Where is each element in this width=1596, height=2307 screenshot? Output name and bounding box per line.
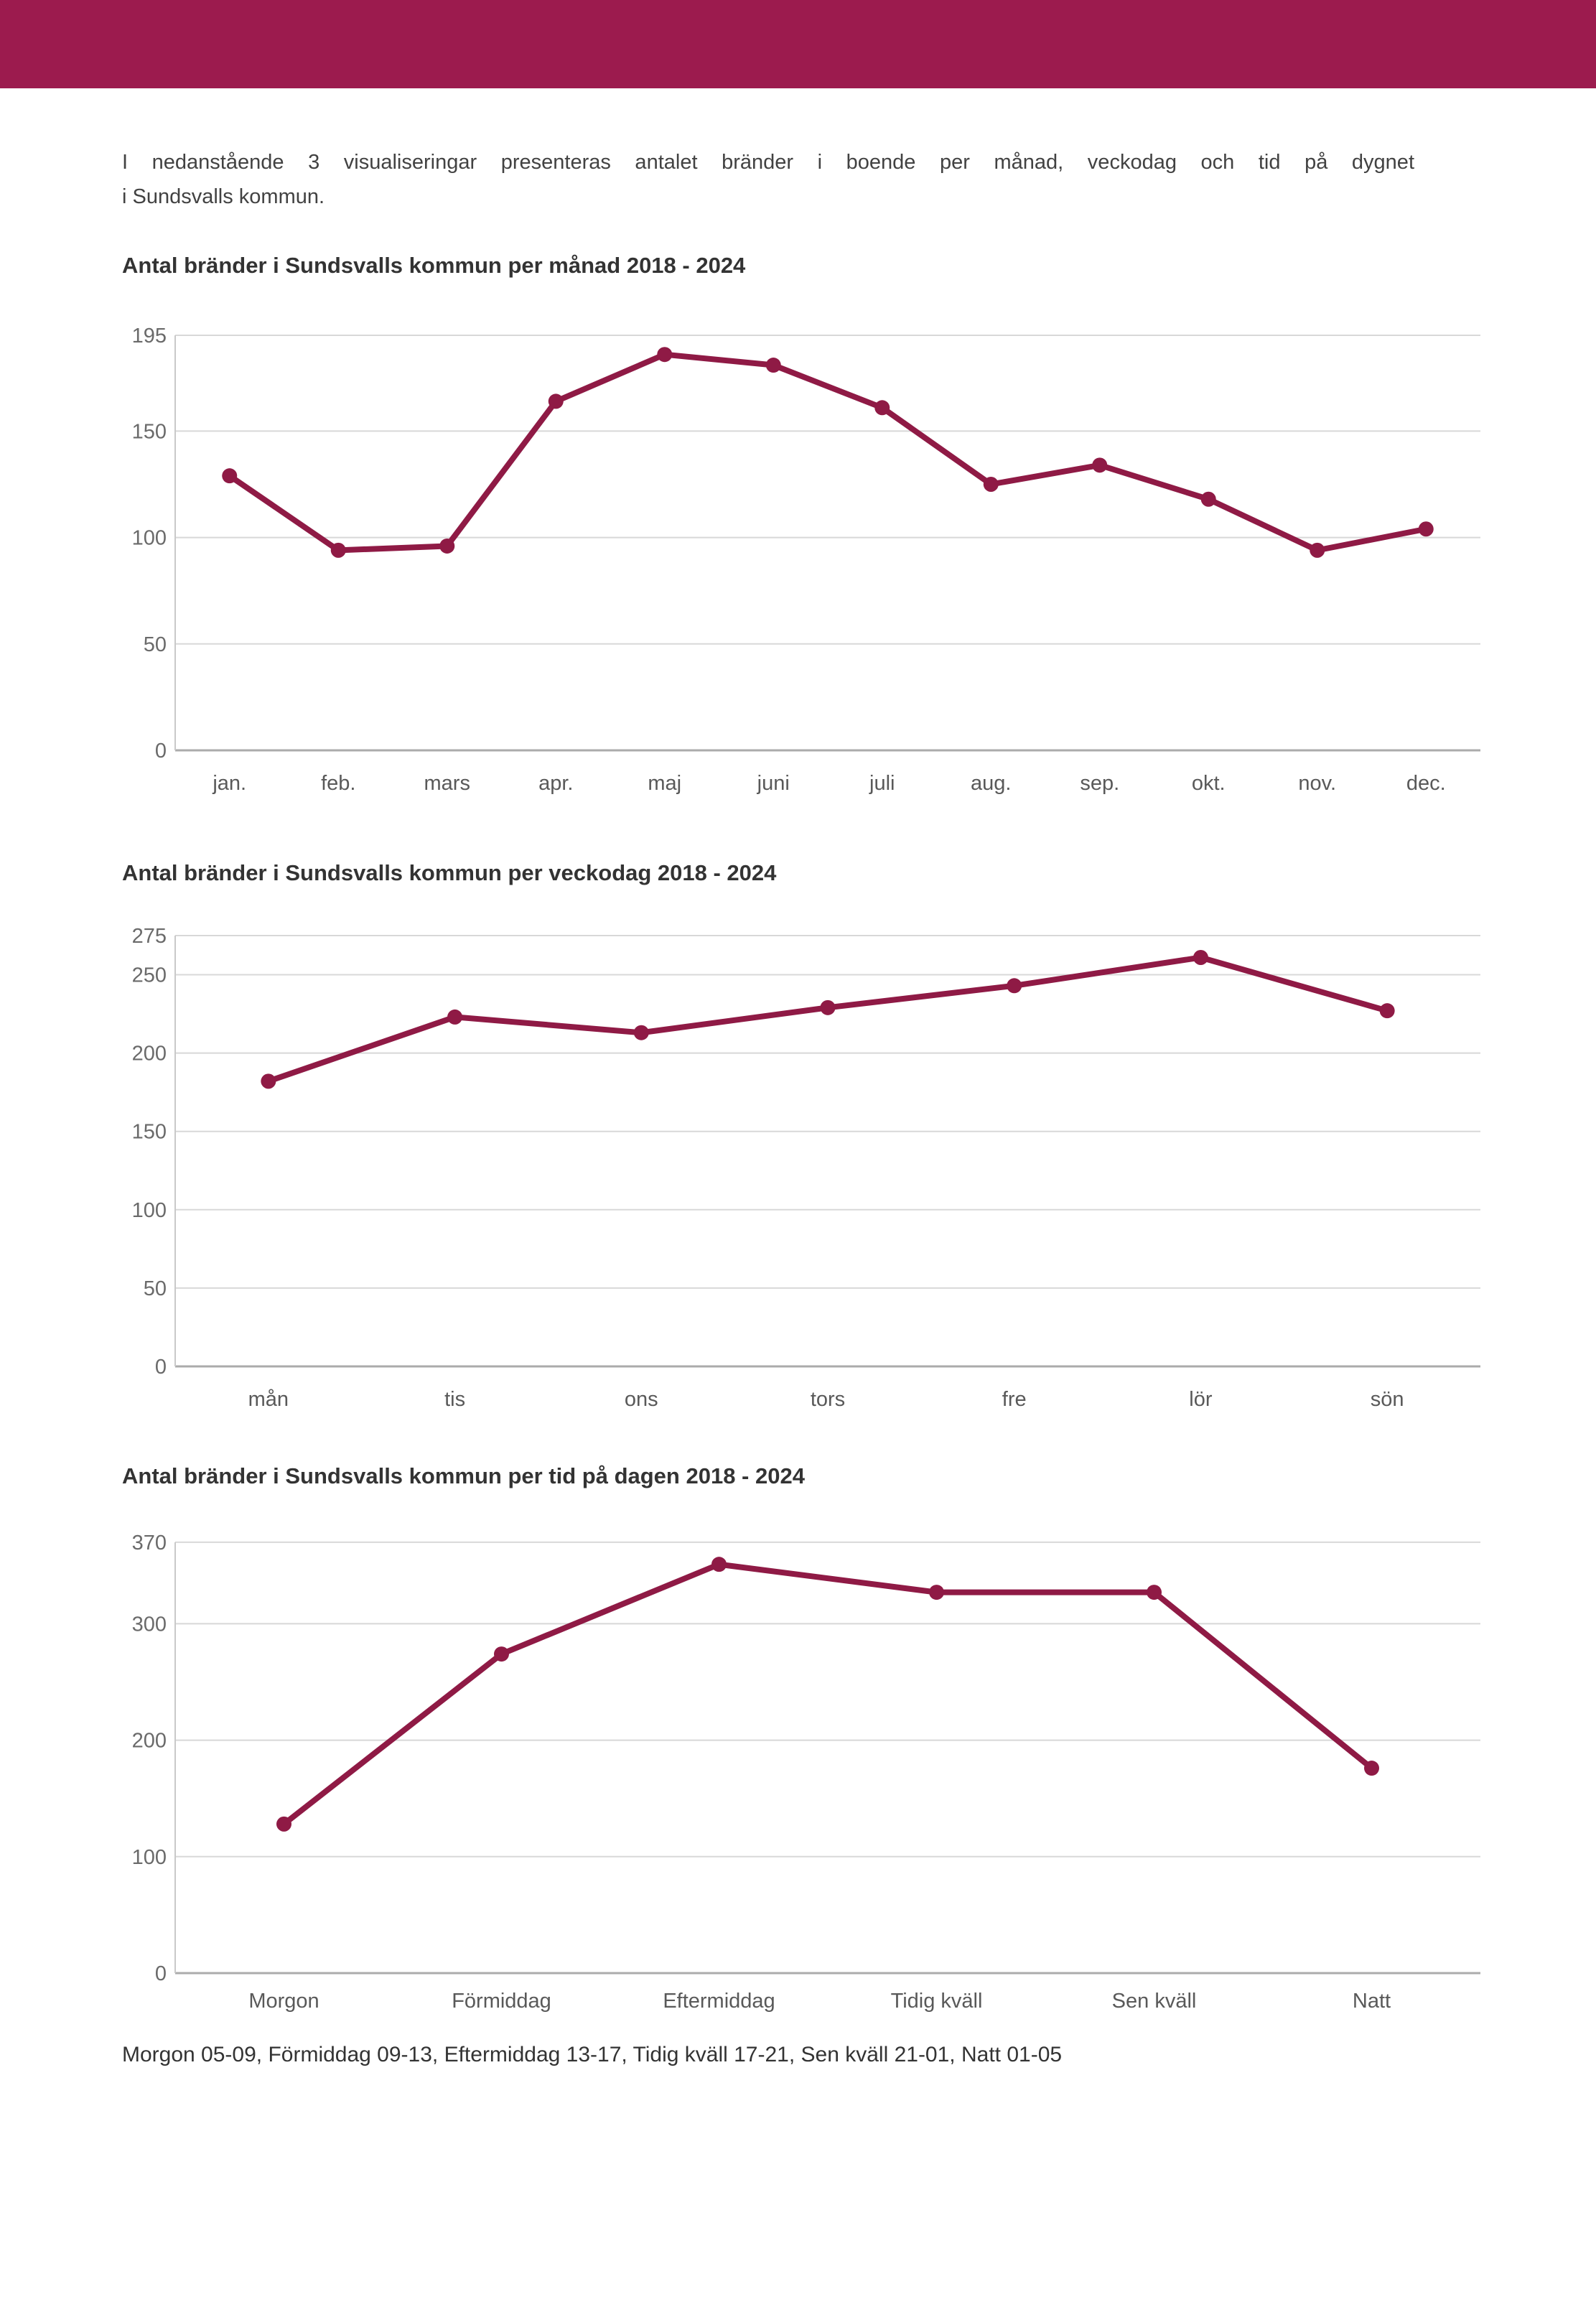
y-tick-label: 300 xyxy=(132,1613,167,1636)
data-point xyxy=(983,477,999,492)
x-tick-label: ons xyxy=(625,1388,658,1411)
y-tick-label: 100 xyxy=(132,1199,167,1222)
x-tick-label: apr. xyxy=(538,772,573,795)
y-tick-label: 275 xyxy=(132,925,167,948)
x-tick-label: aug. xyxy=(971,772,1011,795)
x-tick-label: okt. xyxy=(1192,772,1226,795)
y-tick-label: 0 xyxy=(155,1356,167,1379)
y-tick-label: 150 xyxy=(132,1121,167,1144)
x-tick-label: fre xyxy=(1002,1388,1027,1411)
data-point xyxy=(820,999,836,1015)
data-point xyxy=(657,347,673,363)
y-tick-label: 250 xyxy=(132,964,167,987)
data-point xyxy=(1092,457,1108,473)
data-point xyxy=(1364,1761,1379,1776)
data-point xyxy=(1200,491,1216,507)
data-point xyxy=(929,1585,944,1600)
data-point xyxy=(1007,978,1022,994)
data-point xyxy=(1418,521,1434,537)
x-tick-label: juli xyxy=(869,772,895,795)
data-point xyxy=(1310,542,1325,558)
header-bar xyxy=(0,0,1596,88)
y-tick-label: 50 xyxy=(144,633,167,656)
x-tick-label: Sen kväll xyxy=(1112,1990,1197,2013)
chart-title-monthly: Antal bränder i Sundsvalls kommun per må… xyxy=(122,253,746,278)
data-point xyxy=(548,393,564,409)
intro-line-1: I nedanstående 3 visualiseringar present… xyxy=(122,151,1414,174)
x-tick-label: maj xyxy=(648,772,681,795)
y-tick-label: 100 xyxy=(132,1846,167,1869)
y-tick-label: 0 xyxy=(155,740,167,763)
data-point xyxy=(276,1816,291,1832)
x-tick-label: dec. xyxy=(1406,772,1446,795)
y-tick-label: 200 xyxy=(132,1043,167,1066)
x-tick-label: jan. xyxy=(212,772,246,795)
data-line xyxy=(281,1561,1375,1827)
chart-title-weekday: Antal bränder i Sundsvalls kommun per ve… xyxy=(122,860,777,885)
x-tick-label: sön xyxy=(1371,1388,1404,1411)
data-point xyxy=(447,1009,463,1025)
x-tick-label: nov. xyxy=(1298,772,1336,795)
data-line xyxy=(265,954,1391,1084)
x-tick-label: Tidig kväll xyxy=(891,1990,983,2013)
y-tick-label: 195 xyxy=(132,325,167,348)
data-point xyxy=(330,542,346,558)
data-point xyxy=(765,358,781,373)
data-point xyxy=(439,538,455,554)
y-tick-label: 150 xyxy=(132,420,167,443)
x-tick-label: tors xyxy=(811,1388,845,1411)
x-tick-label: mars xyxy=(424,772,470,795)
x-tick-label: Eftermiddag xyxy=(663,1990,775,2013)
y-tick-label: 370 xyxy=(132,1532,167,1555)
y-tick-label: 50 xyxy=(144,1277,167,1300)
data-point xyxy=(1147,1585,1162,1600)
data-line xyxy=(226,351,1429,554)
x-tick-label: Natt xyxy=(1353,1990,1391,2013)
x-tick-label: sep. xyxy=(1080,772,1119,795)
data-point xyxy=(1193,949,1208,965)
footer-legend-text: Morgon 05-09, Förmiddag 09-13, Eftermidd… xyxy=(122,2043,1063,2066)
x-tick-label: feb. xyxy=(321,772,355,795)
y-tick-label: 0 xyxy=(155,1962,167,1985)
data-point xyxy=(494,1646,509,1662)
data-point xyxy=(1379,1003,1395,1019)
y-tick-label: 200 xyxy=(132,1730,167,1753)
x-tick-label: lör xyxy=(1189,1388,1213,1411)
intro-line-2: i Sundsvalls kommun. xyxy=(122,185,325,208)
x-tick-label: mån xyxy=(248,1388,289,1411)
intro-text: I nedanstående 3 visualiseringar present… xyxy=(122,145,1414,214)
data-point xyxy=(633,1025,649,1040)
chart-title-timeofday: Antal bränder i Sundsvalls kommun per ti… xyxy=(122,1463,805,1488)
data-point xyxy=(711,1557,727,1572)
data-point xyxy=(222,468,238,484)
data-point xyxy=(261,1073,276,1089)
x-tick-label: tis xyxy=(444,1388,465,1411)
data-point xyxy=(874,400,890,416)
x-tick-label: Förmiddag xyxy=(452,1990,551,2013)
y-tick-label: 100 xyxy=(132,527,167,550)
x-tick-label: Morgon xyxy=(248,1990,319,2013)
x-tick-label: juni xyxy=(757,772,790,795)
